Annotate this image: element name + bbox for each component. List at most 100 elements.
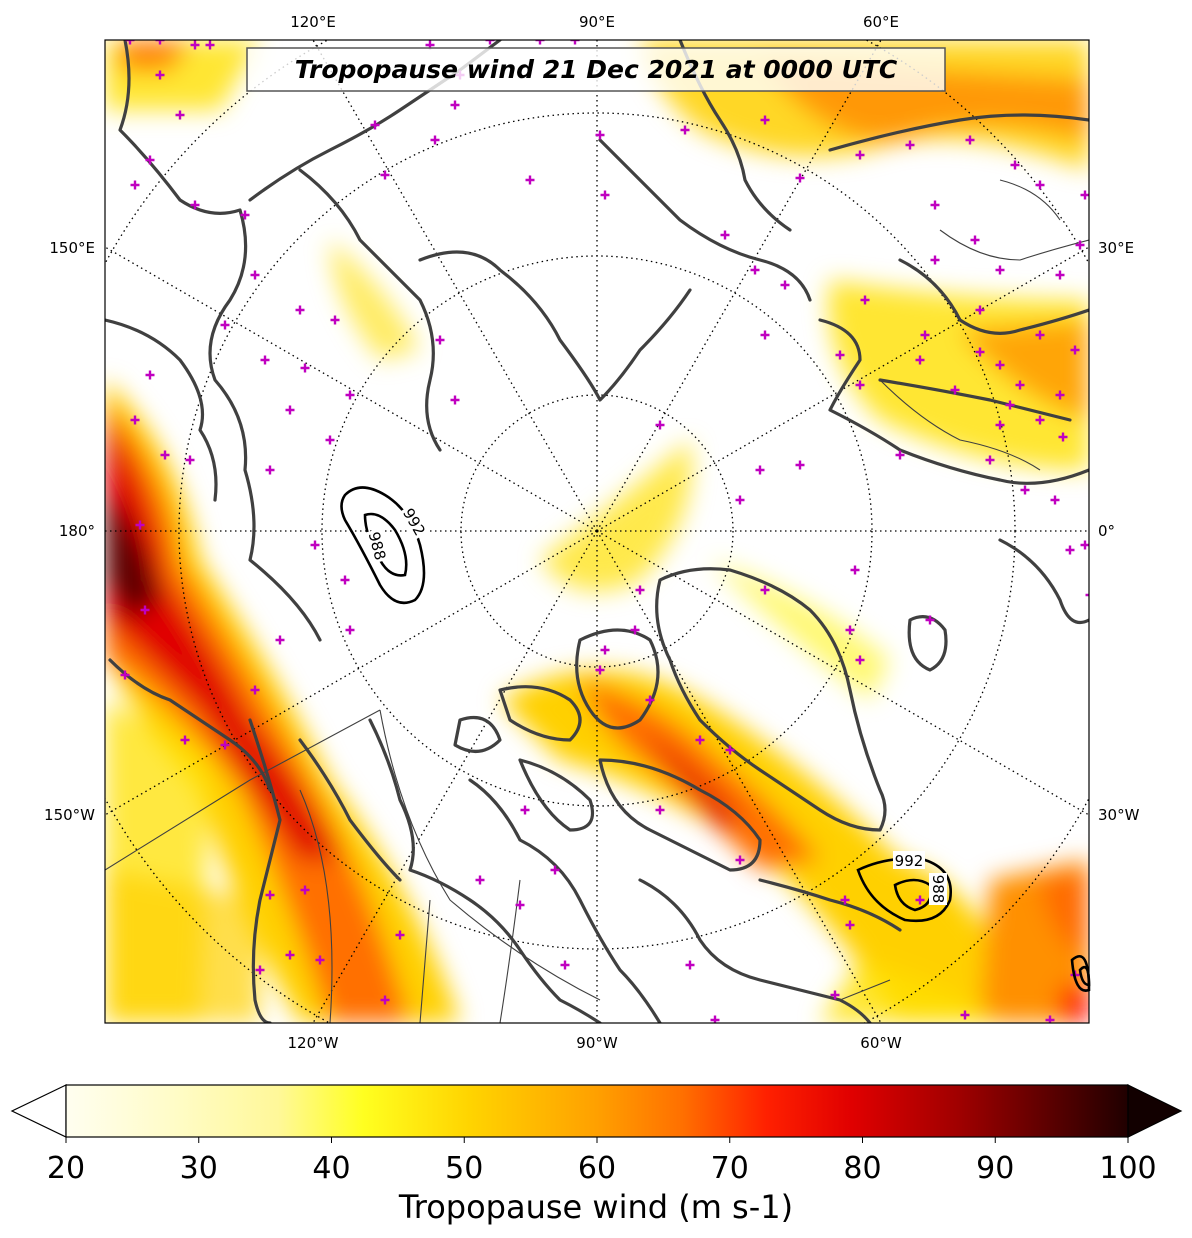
lon-label-bottom-90w: 90°W — [576, 1034, 618, 1052]
station-marker — [735, 495, 745, 505]
station-marker — [255, 965, 265, 975]
station-marker — [155, 40, 165, 45]
contour-992-left — [340, 486, 426, 605]
station-marker — [285, 950, 295, 960]
station-marker — [655, 805, 665, 815]
station-marker — [1045, 1015, 1055, 1023]
station-marker — [905, 140, 915, 150]
station-marker — [520, 805, 530, 815]
station-marker — [1010, 160, 1020, 170]
lon-label-top-60e: 60°E — [863, 13, 899, 31]
lon-label-left-180: 180° — [59, 522, 95, 540]
station-marker — [435, 335, 445, 345]
station-marker — [240, 210, 250, 220]
station-marker — [300, 363, 310, 373]
station-marker — [265, 890, 275, 900]
station-marker — [260, 355, 270, 365]
station-marker — [750, 265, 760, 275]
colorbar-tick-label: 70 — [711, 1151, 749, 1186]
colorbar: 20 30 40 50 60 70 80 90 100 Tropopause wind (m s… — [10, 1084, 1183, 1226]
station-marker — [330, 315, 340, 325]
station-marker — [1050, 495, 1060, 505]
colorbar-tick-label: 30 — [180, 1151, 218, 1186]
map-panel: 992 988 992 988 Tropopause wind 21 Dec 2… — [104, 39, 1091, 1024]
colorbar-tick-label: 20 — [47, 1151, 85, 1186]
station-marker — [975, 305, 985, 315]
station-marker — [250, 685, 260, 695]
station-marker — [1035, 330, 1045, 340]
station-marker — [160, 450, 170, 460]
station-marker — [655, 420, 665, 430]
station-marker — [145, 155, 155, 165]
station-marker — [175, 110, 185, 120]
station-marker — [995, 420, 1005, 430]
station-marker — [915, 895, 925, 905]
colorbar-tick-label: 40 — [312, 1151, 350, 1186]
contour-label-988-right: 988 — [929, 875, 947, 904]
station-marker — [830, 990, 840, 1000]
station-marker — [1005, 400, 1015, 410]
colorbar-tick-label: 60 — [578, 1151, 616, 1186]
map-title: Tropopause wind 21 Dec 2021 at 0000 UTC — [295, 55, 898, 84]
title-frame — [246, 47, 946, 92]
station-marker — [130, 415, 140, 425]
station-marker — [680, 125, 690, 135]
station-marker — [1075, 240, 1085, 250]
colorbar-max-extend — [1127, 1084, 1183, 1138]
station-marker — [285, 405, 295, 415]
station-marker — [325, 435, 335, 445]
station-marker — [1055, 390, 1065, 400]
colorbar-gradient — [66, 1085, 1128, 1137]
station-marker — [125, 40, 135, 45]
station-marker — [760, 585, 770, 595]
station-marker — [600, 190, 610, 200]
station-marker — [595, 665, 605, 675]
station-marker — [550, 865, 560, 875]
station-marker — [450, 100, 460, 110]
station-marker — [395, 930, 405, 940]
station-marker — [135, 520, 145, 530]
station-marker — [380, 995, 390, 1005]
station-marker — [250, 270, 260, 280]
station-marker — [850, 565, 860, 575]
station-marker — [600, 645, 610, 655]
station-marker — [475, 875, 485, 885]
station-marker — [695, 735, 705, 745]
lon-label-top-90e: 90°E — [579, 13, 615, 31]
station-marker — [930, 255, 940, 265]
station-marker — [345, 625, 355, 635]
station-marker — [755, 465, 765, 475]
station-marker — [970, 235, 980, 245]
colorbar-tick-label: 80 — [843, 1151, 881, 1186]
title-box: Tropopause wind 21 Dec 2021 at 0000 UTC — [246, 47, 946, 92]
station-marker — [845, 625, 855, 635]
station-marker — [720, 230, 730, 240]
station-marker — [760, 330, 770, 340]
station-marker — [995, 360, 1005, 370]
station-marker — [1035, 180, 1045, 190]
station-marker — [1065, 545, 1075, 555]
station-marker — [950, 385, 960, 395]
station-marker — [310, 540, 320, 550]
station-marker — [915, 355, 925, 365]
station-marker — [340, 575, 350, 585]
station-marker — [140, 605, 150, 615]
station-marker — [835, 350, 845, 360]
station-marker — [185, 455, 195, 465]
contour-label-992-right: 992 — [895, 852, 924, 870]
station-marker — [645, 695, 655, 705]
station-marker — [295, 305, 305, 315]
colorbar-tick-label: 50 — [445, 1151, 483, 1186]
station-marker — [685, 960, 695, 970]
lon-label-bottom-60w: 60°W — [860, 1034, 902, 1052]
station-marker — [190, 40, 200, 50]
lon-label-right-0: 0° — [1098, 522, 1115, 540]
station-marker — [855, 380, 865, 390]
station-marker — [380, 170, 390, 180]
station-marker — [735, 855, 745, 865]
station-marker — [430, 135, 440, 145]
station-marker — [960, 1010, 970, 1020]
colorbar-tick-label: 100 — [1099, 1151, 1156, 1186]
station-markers — [120, 40, 1089, 1023]
